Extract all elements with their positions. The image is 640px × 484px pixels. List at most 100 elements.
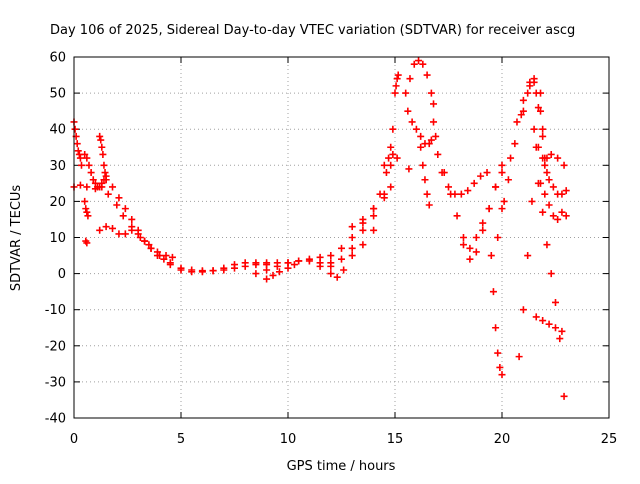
- data-point: [136, 234, 144, 241]
- data-point: [119, 212, 127, 220]
- data-point: [425, 140, 433, 148]
- data-point: [492, 324, 500, 332]
- data-point: [543, 169, 551, 177]
- data-point: [537, 107, 545, 115]
- data-point: [391, 89, 399, 97]
- data-point: [434, 150, 442, 158]
- data-point: [554, 154, 562, 162]
- data-point: [406, 75, 414, 83]
- series-track-7: [102, 176, 174, 267]
- data-point: [558, 327, 566, 335]
- x-tick-label: 20: [494, 432, 511, 447]
- series-track-31: [537, 179, 570, 223]
- data-point: [115, 194, 123, 202]
- data-point: [87, 169, 95, 177]
- data-point: [556, 335, 564, 343]
- data-point: [404, 107, 412, 115]
- series-track-15: [327, 183, 395, 267]
- data-point: [485, 205, 493, 213]
- data-point: [539, 132, 547, 140]
- x-tick-label: 0: [70, 432, 78, 447]
- data-point: [348, 244, 356, 252]
- data-point: [479, 219, 487, 227]
- data-point: [145, 241, 153, 249]
- data-point: [459, 241, 467, 249]
- series-track-33: [534, 179, 568, 400]
- data-point: [83, 154, 91, 162]
- data-point: [552, 298, 559, 306]
- data-point: [333, 273, 341, 281]
- y-tick-label: -20: [45, 339, 66, 354]
- data-point: [128, 226, 136, 234]
- data-point: [558, 190, 566, 198]
- data-point: [269, 271, 277, 279]
- data-point: [459, 234, 467, 241]
- series-track-11: [252, 257, 335, 278]
- y-tick-label: -30: [45, 375, 66, 390]
- data-point: [545, 176, 553, 184]
- series-track-21: [417, 143, 433, 209]
- data-point: [104, 190, 112, 198]
- data-point: [96, 226, 104, 234]
- series-track-34: [532, 313, 566, 335]
- data-point: [534, 104, 542, 112]
- data-point: [389, 150, 397, 158]
- data-point: [295, 257, 303, 265]
- data-point: [231, 261, 238, 269]
- series-track-28: [498, 75, 545, 213]
- data-point: [85, 161, 93, 169]
- data-point: [392, 82, 400, 90]
- data-point: [545, 201, 553, 209]
- data-point: [98, 179, 106, 187]
- data-point: [562, 187, 570, 195]
- data-point: [421, 176, 429, 184]
- data-point: [376, 190, 384, 198]
- data-point: [147, 244, 155, 252]
- data-point: [141, 237, 149, 245]
- data-point: [76, 154, 84, 162]
- data-point: [109, 224, 117, 232]
- series-track-22: [405, 165, 413, 173]
- y-tick-label: 30: [49, 159, 66, 174]
- data-point: [121, 230, 129, 238]
- data-point: [348, 223, 356, 231]
- data-point: [562, 212, 570, 220]
- data-point: [198, 268, 206, 276]
- data-points: [70, 57, 570, 400]
- series-track-23: [430, 118, 491, 198]
- data-point: [427, 89, 435, 97]
- data-point: [370, 212, 378, 220]
- data-point: [359, 241, 367, 249]
- data-point: [517, 111, 525, 119]
- data-point: [209, 267, 217, 275]
- data-point: [102, 223, 110, 231]
- data-point: [96, 183, 104, 191]
- data-point: [513, 118, 521, 126]
- data-point: [545, 320, 553, 328]
- data-point: [385, 154, 393, 162]
- data-point: [412, 125, 420, 133]
- y-tick-label: 20: [49, 195, 66, 210]
- data-point: [430, 118, 438, 126]
- data-point: [327, 259, 335, 267]
- data-point: [511, 140, 519, 148]
- data-point: [389, 125, 397, 133]
- data-point: [387, 183, 395, 191]
- data-point: [305, 255, 313, 263]
- data-point: [530, 125, 538, 133]
- x-tick-label: 25: [601, 432, 618, 447]
- series-track-25: [459, 169, 506, 263]
- data-point: [526, 82, 534, 90]
- data-point: [539, 125, 547, 133]
- data-point: [393, 75, 401, 83]
- data-point: [348, 252, 356, 260]
- data-point: [552, 324, 559, 332]
- data-point: [539, 208, 547, 216]
- data-point: [554, 215, 562, 223]
- data-point: [74, 147, 82, 155]
- series-track-24: [440, 161, 506, 252]
- data-point: [338, 255, 345, 263]
- data-point: [402, 89, 410, 97]
